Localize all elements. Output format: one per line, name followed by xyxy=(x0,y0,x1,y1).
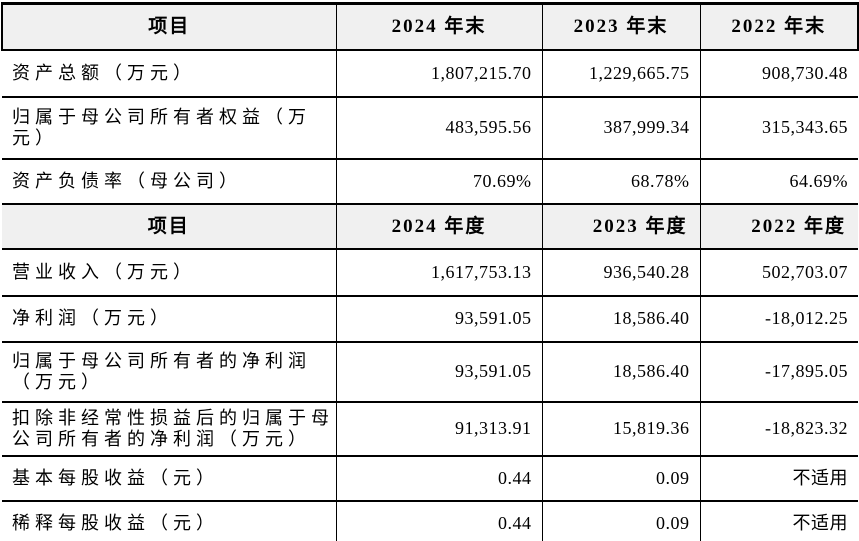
row-label: 归属于母公司所有者权益（万元） xyxy=(2,96,336,160)
header-2024-year-end: 2024 年末 xyxy=(335,2,542,51)
cell-value: -18,012.25 xyxy=(699,295,858,343)
cell-value: 93,591.05 xyxy=(335,341,542,403)
header-2023-fiscal-year: 2023 年度 xyxy=(541,203,700,250)
header-item-label: 项目 xyxy=(2,203,336,250)
table-row-diluted-eps: 稀释每股收益（元） 0.44 0.09 不适用 xyxy=(2,500,858,541)
cell-value: 68.78% xyxy=(541,158,700,205)
cell-value: 18,586.40 xyxy=(541,295,700,343)
cell-value: 64.69% xyxy=(699,158,858,205)
cell-value: 93,591.05 xyxy=(335,295,542,343)
row-label: 净利润（万元） xyxy=(2,295,336,343)
row-label: 稀释每股收益（元） xyxy=(12,512,219,533)
cell-value: 不适用 xyxy=(699,455,858,502)
table-row-operating-revenue: 营业收入（万元） 1,617,753.13 936,540.28 502,703… xyxy=(2,248,858,297)
cell-value: 1,807,215.70 xyxy=(335,49,542,98)
cell-value: 936,540.28 xyxy=(541,248,700,297)
header-2022-year-end: 2022 年末 xyxy=(699,2,859,51)
cell-value: -18,823.32 xyxy=(699,401,858,457)
cell-value: 483,595.56 xyxy=(335,96,542,160)
cell-value: 315,343.65 xyxy=(699,96,858,160)
table-row-debt-ratio: 资产负债率（母公司） 70.69% 68.78% 64.69% xyxy=(2,158,858,205)
cell-value: 1,229,665.75 xyxy=(541,49,700,98)
row-label: 资产负债率（母公司） xyxy=(2,158,336,205)
cell-value: -17,895.05 xyxy=(699,341,858,403)
row-label: 基本每股收益（元） xyxy=(2,455,336,502)
header-2022-fiscal-year: 2022 年度 xyxy=(699,203,858,250)
cell-value: 15,819.36 xyxy=(541,401,700,457)
table-row-basic-eps: 基本每股收益（元） 0.44 0.09 不适用 xyxy=(2,455,858,502)
header-row-balance: 项目 2024 年末 2023 年末 2022 年末 xyxy=(1,2,859,51)
table-row-parent-net-profit: 归属于母公司所有者的净利润（万元） 93,591.05 18,586.40 -1… xyxy=(2,341,858,403)
header-item-label: 项目 xyxy=(1,2,336,51)
cell-value: 387,999.34 xyxy=(541,96,700,160)
cell-value: 91,313.91 xyxy=(335,401,542,457)
cell-value: 0.44 xyxy=(335,500,542,541)
cell-value: 不适用 xyxy=(699,500,858,541)
row-label: 归属于母公司所有者的净利润（万元） xyxy=(2,341,336,403)
table-row-total-assets: 资产总额（万元） 1,807,215.70 1,229,665.75 908,7… xyxy=(2,49,858,98)
table-row-net-profit: 净利润（万元） 93,591.05 18,586.40 -18,012.25 xyxy=(2,295,858,343)
header-2023-year-end: 2023 年末 xyxy=(541,2,700,51)
table-row-non-recurring-net-profit: 扣除非经常性损益后的归属于母公司所有者的净利润（万元） 91,313.91 15… xyxy=(2,401,858,457)
cell-value: 1,617,753.13 xyxy=(335,248,542,297)
cell-value: 908,730.48 xyxy=(699,49,858,98)
table-row-parent-equity: 归属于母公司所有者权益（万元） 483,595.56 387,999.34 31… xyxy=(2,96,858,160)
cell-value: 70.69% xyxy=(335,158,542,205)
cell-value: 502,703.07 xyxy=(699,248,858,297)
row-label: 扣除非经常性损益后的归属于母公司所有者的净利润（万元） xyxy=(2,401,336,457)
header-row-income: 项目 2024 年度 2023 年度 2022 年度 xyxy=(2,203,858,250)
cell-value: 0.44 xyxy=(335,455,542,502)
cell-value: 18,586.40 xyxy=(541,341,700,403)
cell-value: 0.09 xyxy=(541,455,700,502)
cell-value: 0.09 xyxy=(541,500,700,541)
header-2024-fiscal-year: 2024 年度 xyxy=(335,203,542,250)
row-label: 资产总额（万元） xyxy=(2,49,336,98)
row-label: 营业收入（万元） xyxy=(2,248,336,297)
